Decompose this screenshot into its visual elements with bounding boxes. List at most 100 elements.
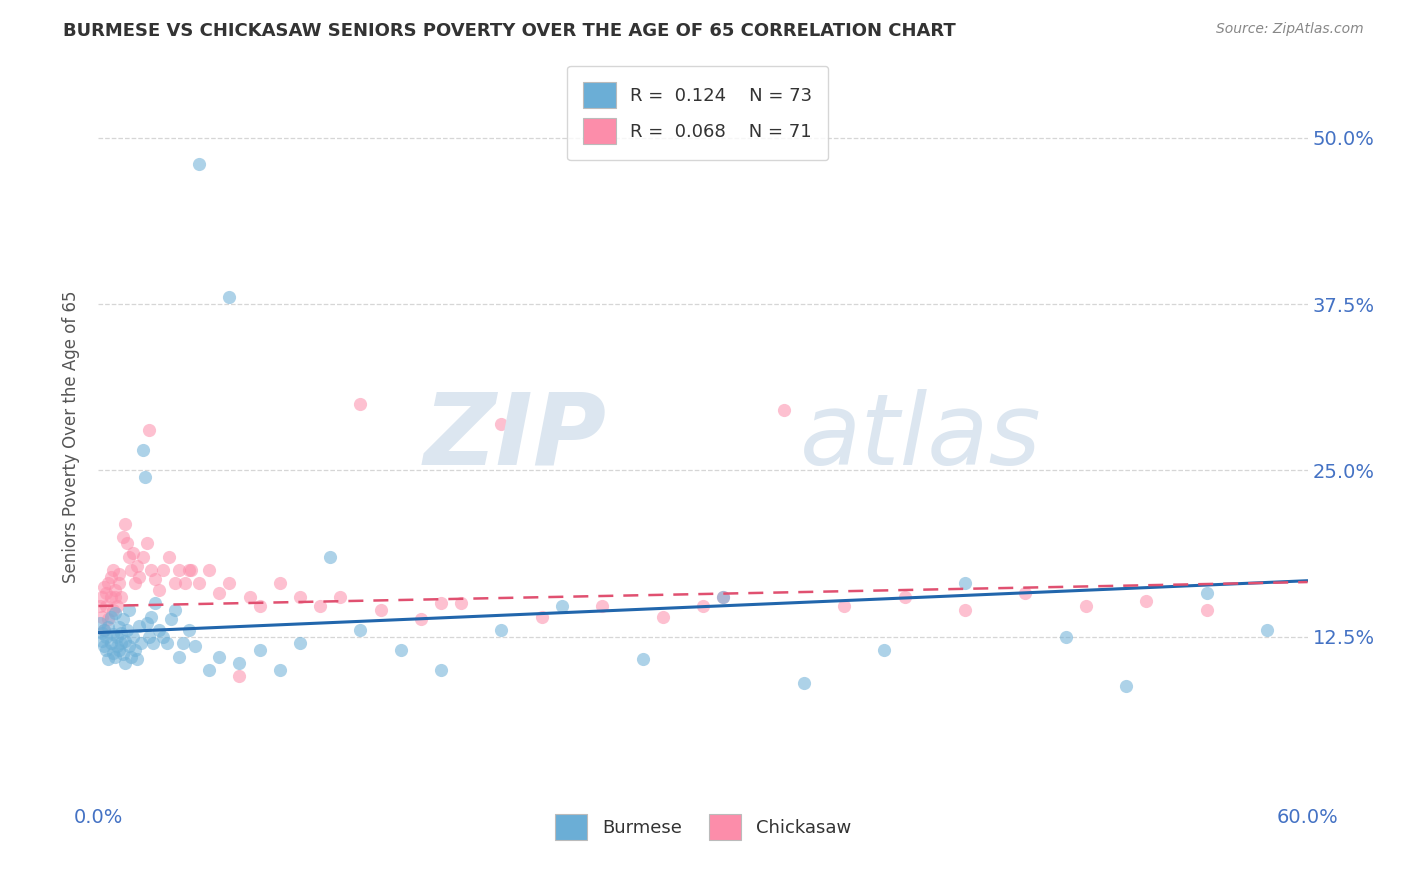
Point <box>96 630 118 644</box>
Point <box>111 612 134 626</box>
Point <box>103 590 125 604</box>
Point <box>91 633 114 648</box>
Legend: Burmese, Chickasaw: Burmese, Chickasaw <box>546 805 860 848</box>
Point <box>208 649 231 664</box>
Point <box>1195 603 1218 617</box>
Point <box>101 563 124 577</box>
Point <box>96 585 118 599</box>
Point <box>135 536 157 550</box>
Point <box>100 609 122 624</box>
Point <box>115 623 138 637</box>
Point <box>110 625 132 640</box>
Point <box>114 656 136 670</box>
Point <box>491 417 513 431</box>
Point <box>124 643 146 657</box>
Point <box>124 576 146 591</box>
Point <box>103 606 125 620</box>
Point <box>1074 599 1097 613</box>
Point <box>101 627 124 641</box>
Point <box>228 669 250 683</box>
Point <box>100 636 122 650</box>
Point <box>107 620 129 634</box>
Point <box>105 599 128 613</box>
Point <box>143 573 166 587</box>
Y-axis label: Seniors Poverty Over the Age of 65: Seniors Poverty Over the Age of 65 <box>62 291 80 583</box>
Point <box>118 639 141 653</box>
Point <box>93 623 115 637</box>
Point <box>120 563 142 577</box>
Point <box>218 576 240 591</box>
Point <box>1115 679 1137 693</box>
Point <box>97 652 120 666</box>
Point <box>198 663 221 677</box>
Point <box>450 596 472 610</box>
Point <box>143 596 166 610</box>
Point <box>309 599 332 613</box>
Point <box>239 590 262 604</box>
Point <box>152 630 174 644</box>
Point <box>832 599 855 613</box>
Point <box>128 619 150 633</box>
Point <box>711 590 734 604</box>
Point <box>96 599 118 613</box>
Point <box>893 590 915 604</box>
Point <box>288 636 311 650</box>
Point <box>128 570 150 584</box>
Point <box>228 656 250 670</box>
Point <box>97 620 120 634</box>
Point <box>156 636 179 650</box>
Point <box>157 549 180 564</box>
Point <box>793 676 815 690</box>
Point <box>93 580 115 594</box>
Point <box>772 403 794 417</box>
Point <box>97 576 120 591</box>
Point <box>142 636 165 650</box>
Point <box>1135 593 1157 607</box>
Point <box>139 563 162 577</box>
Point <box>148 582 170 597</box>
Point <box>163 603 186 617</box>
Point <box>430 596 453 610</box>
Point <box>91 609 114 624</box>
Point <box>97 612 120 626</box>
Point <box>1014 585 1036 599</box>
Point <box>218 290 240 304</box>
Text: ZIP: ZIP <box>423 389 606 485</box>
Point <box>103 649 125 664</box>
Point <box>873 643 896 657</box>
Point <box>389 643 412 657</box>
Point <box>101 646 124 660</box>
Point <box>188 576 211 591</box>
Point <box>134 470 156 484</box>
Point <box>101 603 124 617</box>
Point <box>105 639 128 653</box>
Point <box>269 576 291 591</box>
Point <box>711 590 734 604</box>
Point <box>249 643 271 657</box>
Point <box>160 612 183 626</box>
Point <box>1054 630 1077 644</box>
Point <box>132 443 155 458</box>
Point <box>530 609 553 624</box>
Point <box>100 570 122 584</box>
Point <box>319 549 342 564</box>
Point <box>93 639 115 653</box>
Point <box>93 623 115 637</box>
Point <box>111 530 134 544</box>
Point <box>179 623 201 637</box>
Point <box>651 609 673 624</box>
Point <box>692 599 714 613</box>
Point <box>118 603 141 617</box>
Point <box>121 546 143 560</box>
Point <box>551 599 574 613</box>
Point <box>167 649 190 664</box>
Point <box>89 599 111 613</box>
Point <box>349 623 371 637</box>
Point <box>167 563 190 577</box>
Point <box>188 157 211 171</box>
Point <box>269 663 291 677</box>
Point <box>172 636 194 650</box>
Point <box>89 616 111 631</box>
Point <box>105 630 128 644</box>
Point <box>409 612 432 626</box>
